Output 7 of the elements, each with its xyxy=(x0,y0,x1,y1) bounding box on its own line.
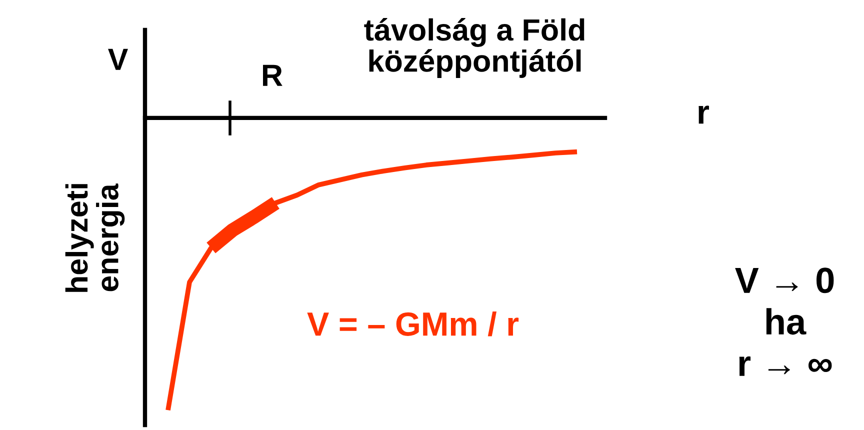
x-axis-title: távolság a Föld középpontjától xyxy=(364,18,584,78)
text: V xyxy=(108,48,128,70)
y-axis-title: helyzeti energia xyxy=(65,183,125,292)
annotation: V = – GMm / r xyxy=(307,311,519,336)
text: r xyxy=(698,106,709,124)
text: V → 0 ha r → ∞ xyxy=(735,268,834,376)
text: R xyxy=(263,64,282,86)
